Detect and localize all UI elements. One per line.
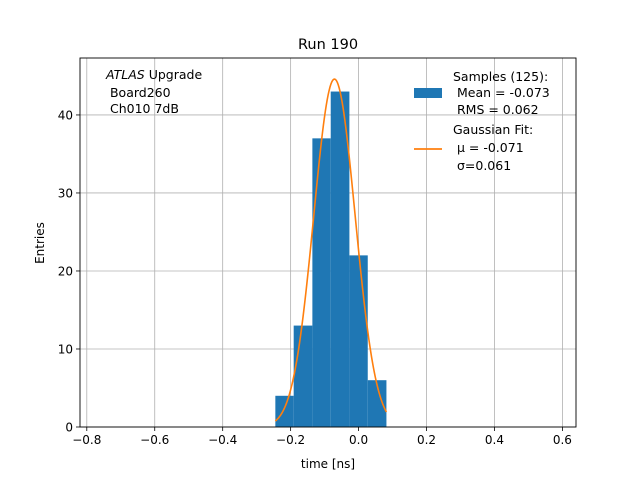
upgrade-label: Upgrade bbox=[145, 67, 203, 82]
atlas-label: ATLAS bbox=[105, 67, 145, 82]
legend-samples-title: Samples (125): bbox=[453, 69, 548, 84]
histogram-bar bbox=[330, 91, 350, 427]
histogram-bar bbox=[349, 255, 368, 427]
legend-fit-title: Gaussian Fit: bbox=[453, 122, 533, 137]
y-tick-label: 10 bbox=[58, 342, 73, 356]
y-tick-label: 0 bbox=[65, 421, 73, 435]
histogram-bar bbox=[275, 395, 294, 427]
y-tick-label: 20 bbox=[58, 264, 73, 278]
histogram-bar bbox=[367, 380, 387, 427]
legend-fit-sigma: σ=0.061 bbox=[453, 158, 511, 173]
atlas-annotation: ATLAS Upgrade Board260 Ch010 7dB bbox=[105, 67, 202, 116]
legend: Samples (125): Mean = -0.073 RMS = 0.062… bbox=[414, 69, 550, 173]
chart-title: Run 190 bbox=[298, 37, 358, 53]
legend-samples-mean: Mean = -0.073 bbox=[453, 85, 550, 100]
legend-samples-swatch bbox=[414, 88, 442, 98]
x-axis-label: time [ns] bbox=[301, 457, 355, 471]
x-tick-label: −0.6 bbox=[140, 433, 169, 447]
histogram-bar bbox=[293, 325, 313, 427]
x-axis-ticks: −0.8 −0.6 −0.4 −0.2 0.0 0.2 0.4 0.6 bbox=[72, 427, 572, 447]
plot-frame bbox=[79, 57, 577, 428]
x-tick-label: −0.8 bbox=[72, 433, 101, 447]
y-axis-label: Entries bbox=[33, 222, 47, 264]
atlas-label-line: ATLAS Upgrade bbox=[105, 67, 202, 82]
legend-fit-mu: μ = -0.071 bbox=[453, 140, 524, 155]
y-axis-ticks: 0 10 20 30 40 bbox=[58, 108, 80, 435]
channel-label: Ch010 7dB bbox=[106, 101, 179, 116]
x-tick-label: 0.0 bbox=[349, 433, 368, 447]
y-tick-label: 30 bbox=[58, 186, 73, 200]
gaussian-fit-curve bbox=[274, 78, 388, 422]
x-tick-label: 0.4 bbox=[485, 433, 504, 447]
histogram-bar bbox=[312, 138, 331, 427]
x-tick-label: −0.2 bbox=[276, 433, 305, 447]
y-tick-label: 40 bbox=[58, 108, 73, 122]
x-tick-label: 0.6 bbox=[553, 433, 572, 447]
x-tick-label: −0.4 bbox=[208, 433, 237, 447]
board-label: Board260 bbox=[106, 85, 171, 100]
x-tick-label: 0.2 bbox=[417, 433, 436, 447]
legend-samples-rms: RMS = 0.062 bbox=[453, 102, 539, 117]
